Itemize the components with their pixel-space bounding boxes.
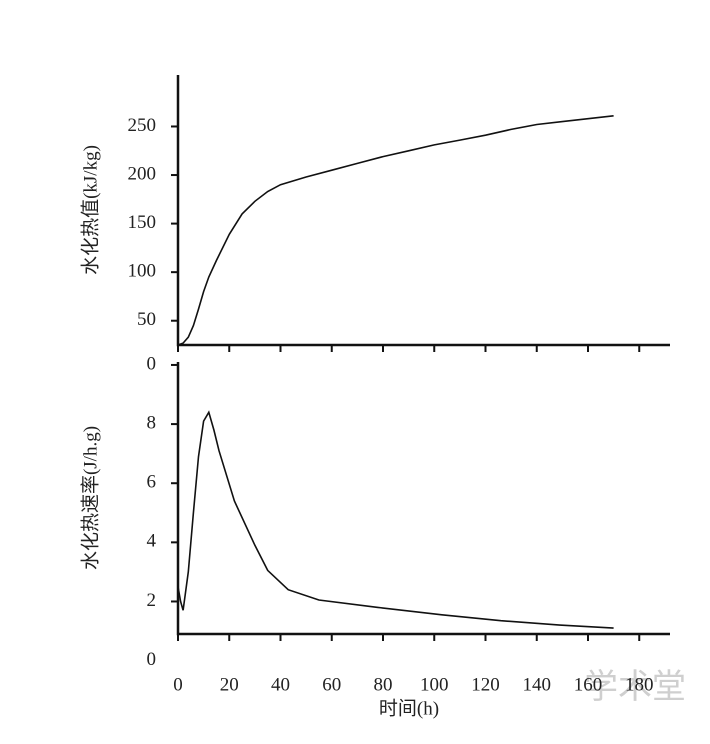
x-tick-label: 0 bbox=[173, 674, 183, 695]
x-tick-label: 120 bbox=[471, 674, 500, 695]
watermark: 学术堂 bbox=[584, 668, 686, 706]
y-tick-label: 100 bbox=[128, 261, 157, 282]
x-tick-label: 100 bbox=[420, 674, 449, 695]
y-tick-label: 4 bbox=[147, 531, 157, 552]
line bbox=[177, 410, 614, 629]
y-axis-label: 水化热值(kJ/kg) bbox=[79, 145, 101, 275]
y-axis-label: 水化热速率(J/h.g) bbox=[79, 426, 101, 570]
x-tick-label: 180 bbox=[625, 674, 654, 695]
x-tick-label: 140 bbox=[523, 674, 552, 695]
y-tick-label: 150 bbox=[128, 212, 157, 233]
x-tick-label: 80 bbox=[374, 674, 393, 695]
x-axis-label: 时间(h) bbox=[379, 697, 439, 719]
x-tick-label: 60 bbox=[322, 674, 341, 695]
y-tick-label: 8 bbox=[147, 412, 157, 433]
y-tick-label: 200 bbox=[128, 163, 157, 184]
x-tick-label: 20 bbox=[220, 674, 239, 695]
x-tick-label: 40 bbox=[271, 674, 290, 695]
y-tick-label: 250 bbox=[128, 115, 157, 136]
y-tick-label: 6 bbox=[147, 472, 157, 493]
y-tick-label: 0 bbox=[147, 649, 157, 670]
axis bbox=[176, 362, 670, 636]
y-tick-label: 0 bbox=[147, 353, 157, 374]
y-tick-label: 2 bbox=[147, 590, 157, 611]
x-tick-label: 160 bbox=[574, 674, 603, 695]
line bbox=[177, 115, 614, 346]
y-tick-label: 50 bbox=[137, 309, 156, 330]
axis bbox=[176, 75, 670, 347]
